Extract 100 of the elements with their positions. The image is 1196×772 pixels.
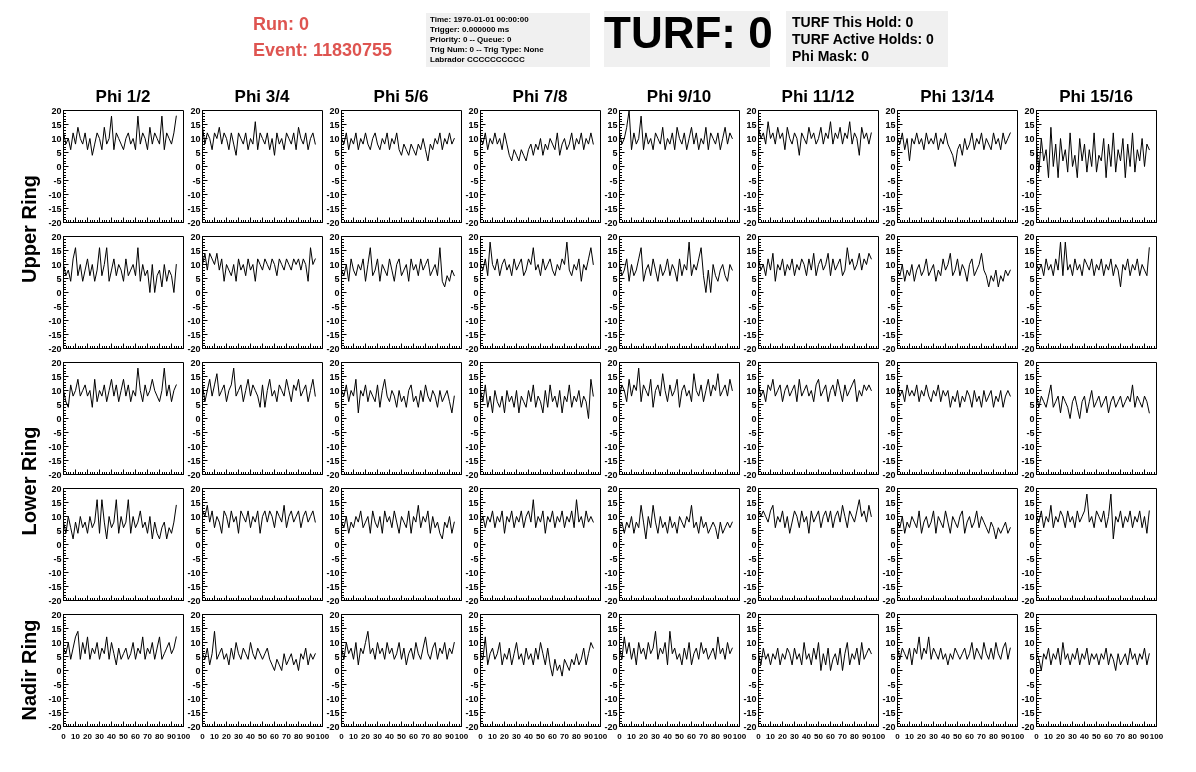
y-tick-label: 20 bbox=[885, 357, 896, 368]
y-tick-label: 10 bbox=[885, 385, 896, 396]
y-tick-label: 0 bbox=[890, 161, 896, 172]
y-tick-label: 15 bbox=[468, 497, 479, 508]
y-tick-label: -5 bbox=[331, 553, 340, 564]
y-tick-label: 20 bbox=[885, 483, 896, 494]
y-tick-label: -10 bbox=[1021, 441, 1035, 452]
x-tick-label: 30 bbox=[651, 732, 661, 741]
y-tick-label: 5 bbox=[612, 273, 618, 284]
y-tick-label: -20 bbox=[882, 469, 896, 480]
y-tick-label: 20 bbox=[1024, 231, 1035, 242]
y-tick-label: 15 bbox=[885, 245, 896, 256]
y-tick-label: -10 bbox=[326, 441, 340, 452]
y-tick-label: 5 bbox=[890, 273, 896, 284]
y-tick-label: -20 bbox=[604, 595, 618, 606]
y-axis-title: Nadir Ring bbox=[17, 619, 41, 721]
y-tick-label: 0 bbox=[1029, 161, 1035, 172]
y-tick-label: 10 bbox=[190, 133, 201, 144]
y-tick-label: 10 bbox=[51, 385, 62, 396]
y-tick-label: -5 bbox=[470, 427, 479, 438]
y-tick-label: -5 bbox=[748, 679, 757, 690]
x-tick-label: 20 bbox=[500, 732, 510, 741]
x-tick-label: 100 bbox=[454, 732, 469, 741]
y-tick-label: -20 bbox=[48, 469, 62, 480]
y-tick-label: 5 bbox=[195, 525, 201, 536]
y-tick-label: 20 bbox=[329, 105, 340, 116]
y-tick-label: 5 bbox=[56, 273, 62, 284]
y-tick-label: 10 bbox=[329, 637, 340, 648]
y-tick-label: -5 bbox=[53, 679, 62, 690]
y-tick-label: 5 bbox=[195, 399, 201, 410]
x-tick-label: 40 bbox=[663, 732, 673, 741]
y-tick-label: 20 bbox=[329, 609, 340, 620]
y-tick-label: 0 bbox=[334, 287, 340, 298]
y-tick-label: -15 bbox=[604, 329, 618, 340]
x-tick-label: 10 bbox=[627, 732, 637, 741]
chart-title: Phi 13/14 bbox=[919, 87, 995, 107]
y-tick-label: 5 bbox=[612, 147, 618, 158]
y-tick-label: 5 bbox=[473, 273, 479, 284]
y-tick-label: 10 bbox=[607, 385, 618, 396]
y-tick-label: 20 bbox=[607, 105, 618, 116]
y-tick-label: -10 bbox=[604, 441, 618, 452]
y-tick-label: 10 bbox=[607, 637, 618, 648]
y-tick-label: -5 bbox=[331, 175, 340, 186]
y-tick-label: -20 bbox=[1021, 469, 1035, 480]
y-tick-label: -20 bbox=[326, 343, 340, 354]
y-tick-label: 15 bbox=[746, 371, 757, 382]
y-tick-label: -20 bbox=[882, 217, 896, 228]
y-tick-label: -15 bbox=[48, 455, 62, 466]
y-tick-label: 5 bbox=[334, 147, 340, 158]
y-tick-label: 10 bbox=[468, 511, 479, 522]
x-tick-label: 40 bbox=[802, 732, 812, 741]
x-tick-label: 90 bbox=[445, 732, 455, 741]
y-tick-label: 0 bbox=[751, 539, 757, 550]
y-tick-label: -20 bbox=[1021, 721, 1035, 732]
y-tick-label: -20 bbox=[326, 469, 340, 480]
y-tick-label: -5 bbox=[192, 175, 201, 186]
x-tick-label: 100 bbox=[315, 732, 330, 741]
y-tick-label: -5 bbox=[887, 301, 896, 312]
y-tick-label: 15 bbox=[885, 119, 896, 130]
y-tick-label: -15 bbox=[604, 581, 618, 592]
y-tick-label: 15 bbox=[329, 371, 340, 382]
y-tick-label: 0 bbox=[751, 413, 757, 424]
y-tick-label: 0 bbox=[56, 665, 62, 676]
y-tick-label: 0 bbox=[1029, 287, 1035, 298]
y-tick-label: 0 bbox=[751, 161, 757, 172]
y-tick-label: -20 bbox=[743, 721, 757, 732]
x-tick-label: 90 bbox=[1001, 732, 1011, 741]
y-tick-label: 0 bbox=[473, 665, 479, 676]
y-tick-label: 20 bbox=[51, 357, 62, 368]
x-tick-label: 20 bbox=[361, 732, 371, 741]
y-tick-label: -5 bbox=[1026, 175, 1035, 186]
chart-title: Phi 1/2 bbox=[94, 87, 152, 107]
y-tick-label: -15 bbox=[882, 707, 896, 718]
y-tick-label: 15 bbox=[885, 623, 896, 634]
x-tick-label: 30 bbox=[1068, 732, 1078, 741]
chart-title: Phi 5/6 bbox=[372, 87, 430, 107]
y-tick-label: -10 bbox=[882, 693, 896, 704]
y-tick-label: 0 bbox=[1029, 665, 1035, 676]
y-tick-label: 0 bbox=[612, 161, 618, 172]
x-tick-label: 20 bbox=[83, 732, 93, 741]
x-tick-label: 100 bbox=[732, 732, 747, 741]
text: Priority: 0 -- Queue: 0 bbox=[430, 35, 513, 45]
y-tick-label: -10 bbox=[48, 567, 62, 578]
y-tick-label: -10 bbox=[465, 567, 479, 578]
y-tick-label: -10 bbox=[48, 315, 62, 326]
y-tick-label: -5 bbox=[192, 553, 201, 564]
chart-title: Phi 11/12 bbox=[780, 87, 856, 107]
y-tick-label: 20 bbox=[468, 609, 479, 620]
x-tick-label: 50 bbox=[536, 732, 546, 741]
y-tick-label: 20 bbox=[468, 105, 479, 116]
y-tick-label: 5 bbox=[890, 651, 896, 662]
y-tick-label: -5 bbox=[470, 679, 479, 690]
y-tick-label: 15 bbox=[1024, 245, 1035, 256]
y-tick-label: 20 bbox=[1024, 609, 1035, 620]
y-tick-label: -5 bbox=[609, 553, 618, 564]
y-tick-label: -10 bbox=[1021, 315, 1035, 326]
x-tick-label: 70 bbox=[282, 732, 292, 741]
y-tick-label: -10 bbox=[743, 315, 757, 326]
y-tick-label: -20 bbox=[1021, 343, 1035, 354]
y-tick-label: -15 bbox=[465, 329, 479, 340]
